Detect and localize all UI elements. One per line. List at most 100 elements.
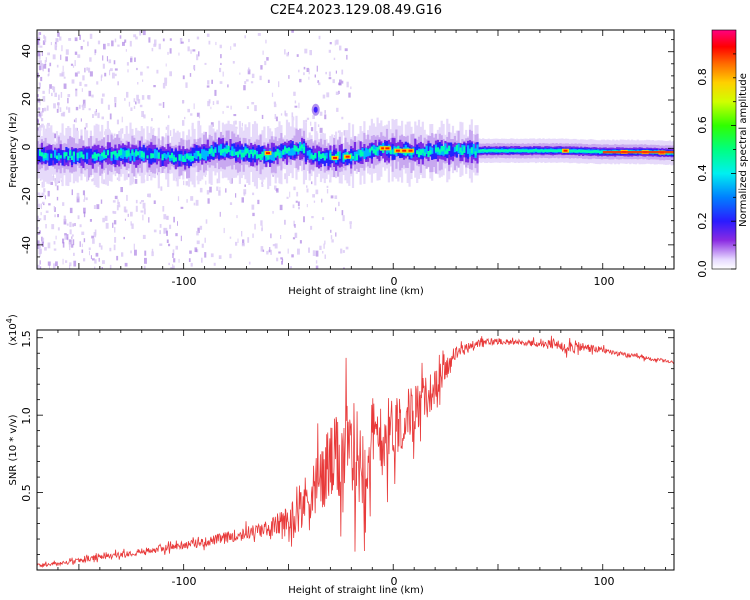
noise-mark [41, 118, 44, 122]
noise-mark [112, 72, 115, 79]
noise-mark [65, 49, 69, 55]
band-segment [38, 150, 42, 156]
band-segment [267, 154, 270, 160]
noise-mark [40, 63, 44, 66]
noise-mark [38, 246, 42, 249]
noise-mark [135, 101, 137, 105]
band-segment [170, 152, 174, 158]
bot-y-axis-label: SNR (10 * v/v) [8, 414, 19, 485]
band-segment [461, 144, 464, 154]
noise-mark [216, 178, 219, 184]
noise-mark [130, 58, 133, 63]
noise-mark [319, 111, 323, 116]
noise-mark [338, 82, 341, 86]
noise-mark [159, 230, 161, 235]
noise-mark [104, 131, 106, 135]
noise-mark [109, 264, 112, 269]
noise-mark [123, 236, 125, 240]
band-segment [433, 144, 436, 160]
noise-mark [56, 64, 59, 68]
noise-mark [83, 238, 86, 243]
band-segment [227, 148, 230, 158]
band-segment [357, 151, 360, 162]
band-segment [206, 151, 209, 157]
noise-mark [294, 100, 297, 104]
noise-mark [139, 31, 142, 36]
hot-core [381, 147, 386, 150]
band-segment [489, 149, 492, 152]
band-segment [184, 158, 187, 162]
top-x-axis-label: Height of straight line (km) [288, 286, 424, 297]
band-segment [461, 151, 464, 155]
noise-mark [236, 215, 238, 219]
noise-mark [315, 260, 318, 264]
noise-mark [165, 126, 168, 130]
noise-mark [167, 51, 169, 55]
band-segment [391, 149, 394, 155]
noise-mark [252, 233, 254, 238]
noise-mark [209, 186, 212, 193]
noise-mark [45, 57, 47, 62]
noise-mark [94, 111, 97, 116]
noise-mark [100, 74, 103, 78]
noise-mark [310, 225, 313, 230]
band-segment [148, 148, 151, 164]
band-segment [384, 140, 387, 163]
noise-mark [190, 196, 194, 201]
band-segment [59, 155, 62, 159]
band-segment [108, 148, 111, 159]
noise-mark [247, 237, 250, 243]
band-segment [97, 153, 100, 157]
band-segment [165, 154, 168, 160]
noise-mark [166, 239, 169, 243]
top-ytick-label-0: -40 [20, 236, 33, 254]
band-segment [91, 154, 94, 159]
noise-mark [305, 119, 308, 123]
noise-mark [137, 99, 141, 104]
band-segment [38, 152, 42, 163]
band-segment [236, 151, 240, 158]
noise-mark [59, 36, 62, 41]
noise-mark [94, 229, 97, 236]
noise-mark [38, 88, 40, 92]
noise-mark [339, 45, 342, 51]
noise-mark [235, 241, 238, 246]
noise-mark [261, 114, 264, 119]
top-xtick-label-2: 100 [594, 275, 615, 288]
noise-mark [53, 103, 56, 109]
band-segment [291, 147, 294, 156]
noise-mark [50, 42, 52, 46]
noise-mark [285, 113, 288, 117]
noise-mark [92, 238, 95, 244]
band-segment [255, 151, 258, 157]
noise-mark [236, 172, 239, 176]
band-segment [321, 153, 324, 158]
noise-mark [341, 210, 344, 216]
noise-mark [109, 69, 111, 76]
band-segment [59, 149, 62, 160]
noise-mark [37, 203, 41, 208]
noise-mark [284, 219, 286, 225]
noise-mark [102, 55, 104, 61]
noise-mark [312, 194, 315, 198]
band-segment [146, 150, 149, 160]
noise-mark [279, 204, 283, 211]
noise-mark [100, 199, 103, 204]
noise-mark [114, 170, 117, 177]
noise-mark [229, 253, 232, 259]
noise-mark [210, 253, 214, 258]
noise-mark [186, 199, 188, 203]
noise-mark [78, 104, 81, 109]
noise-mark [56, 38, 59, 43]
band-segment [423, 152, 426, 156]
band-segment [219, 144, 223, 154]
hot-core [408, 149, 413, 152]
noise-mark [262, 249, 265, 252]
noise-mark [214, 89, 217, 96]
noise-mark [130, 56, 133, 60]
noise-mark [205, 180, 207, 185]
band-segment [587, 150, 590, 153]
noise-mark [142, 30, 146, 36]
band-segment [284, 147, 287, 152]
noise-mark [260, 246, 264, 252]
